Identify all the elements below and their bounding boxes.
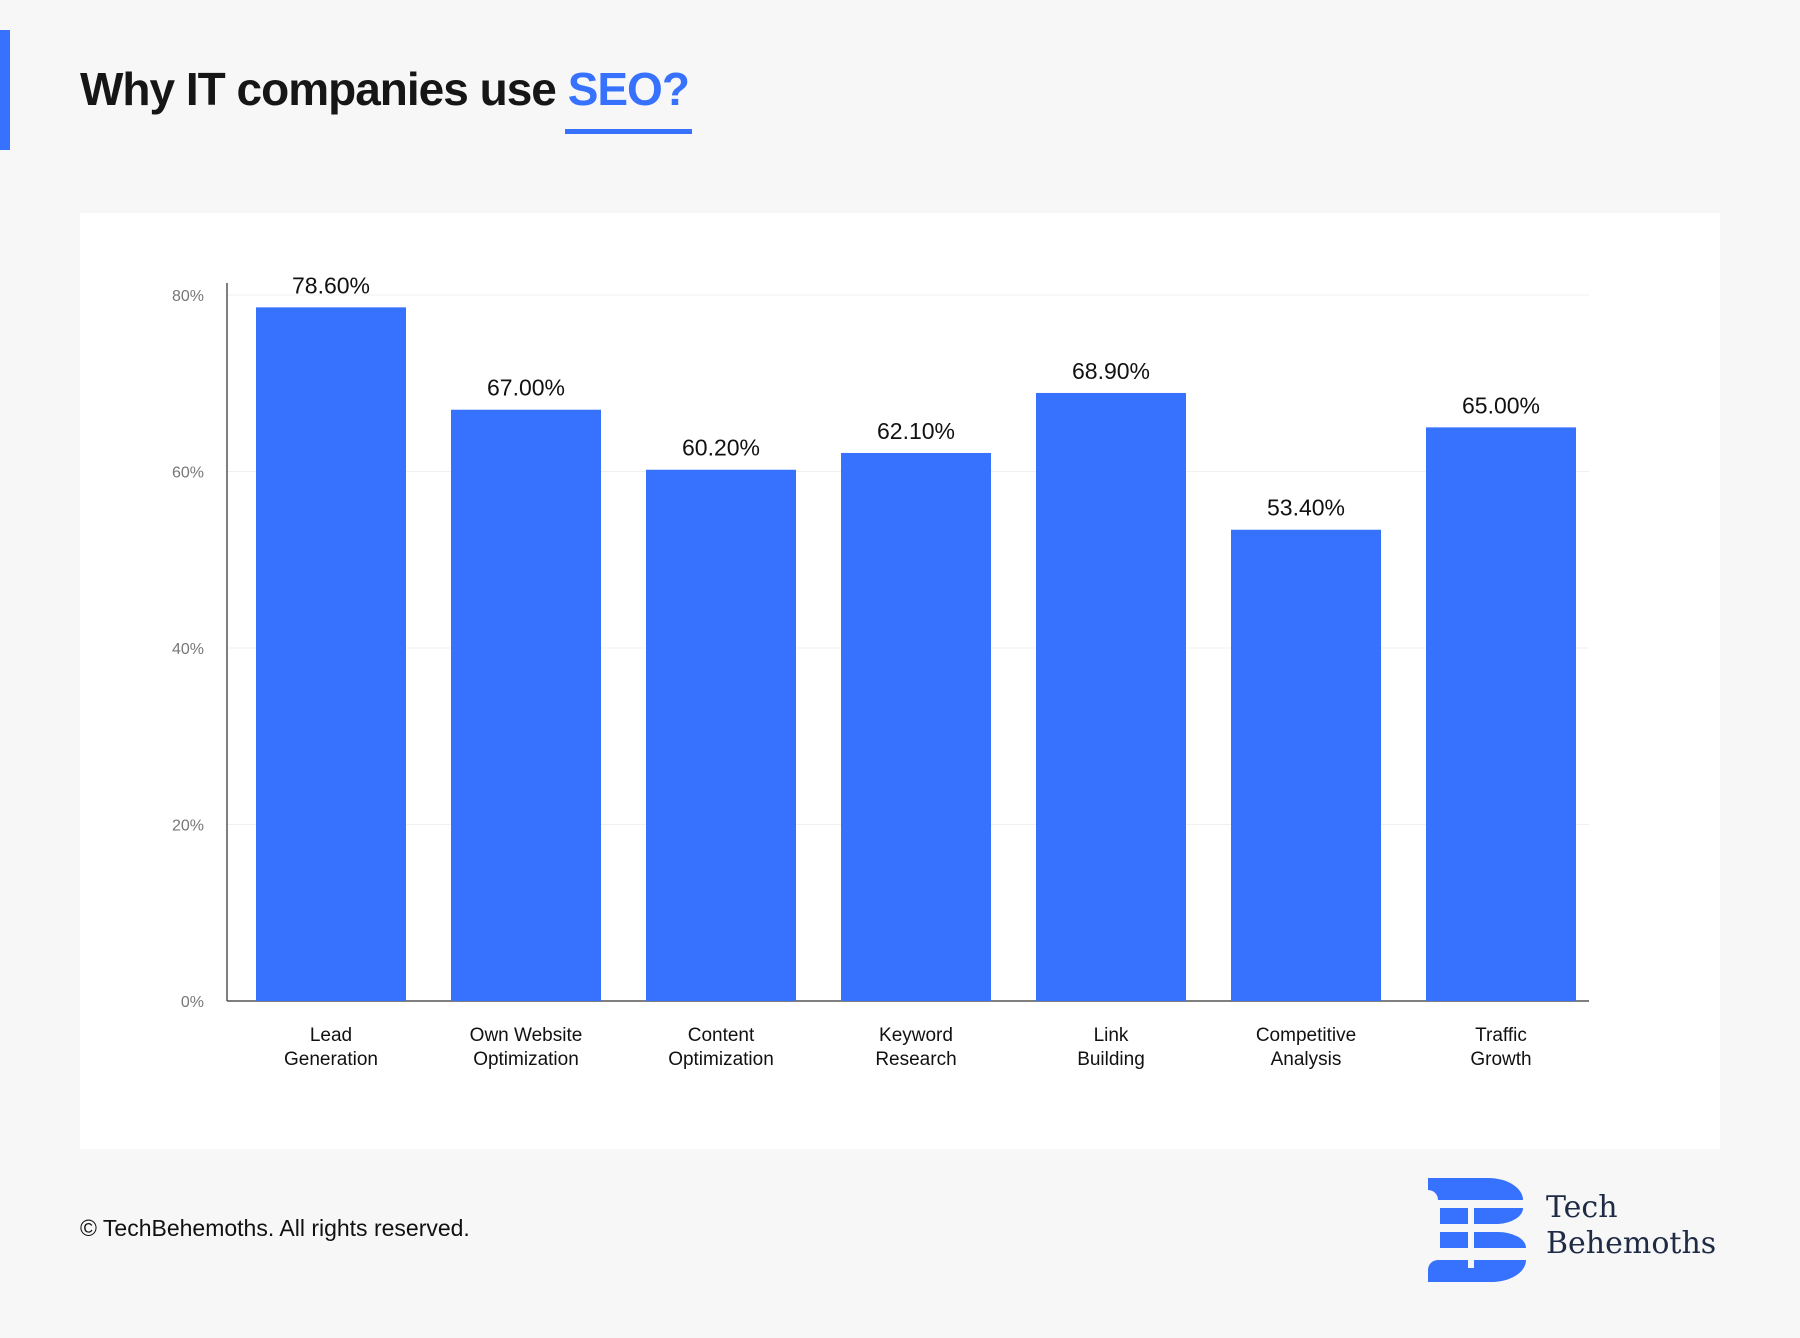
logo-text: Tech Behemoths bbox=[1546, 1190, 1716, 1262]
bar bbox=[841, 452, 991, 1001]
data-label: 62.10% bbox=[877, 418, 955, 444]
copyright: © TechBehemoths. All rights reserved. bbox=[80, 1215, 470, 1241]
y-tick-label: 0% bbox=[181, 994, 204, 1011]
x-tick-label: Optimization bbox=[668, 1049, 774, 1070]
x-tick-label: Generation bbox=[284, 1049, 378, 1070]
logo-line2: Behemoths bbox=[1546, 1226, 1717, 1261]
logo-line1: Tech bbox=[1546, 1190, 1618, 1225]
y-tick-label: 80% bbox=[172, 288, 204, 305]
title-text: Why IT companies use bbox=[80, 63, 568, 115]
y-tick-label: 20% bbox=[172, 818, 204, 835]
y-tick-label: 60% bbox=[172, 465, 204, 482]
x-tick-label: Own Website bbox=[470, 1025, 583, 1046]
data-label: 67.00% bbox=[487, 375, 565, 401]
x-tick-label: Competitive bbox=[1256, 1025, 1356, 1046]
bar bbox=[1036, 392, 1186, 1001]
x-tick-label: Research bbox=[875, 1049, 956, 1070]
bar bbox=[1231, 529, 1381, 1001]
bar bbox=[1426, 427, 1576, 1001]
bar bbox=[451, 409, 601, 1002]
bar bbox=[256, 307, 406, 1002]
data-label: 53.40% bbox=[1267, 495, 1345, 521]
x-tick-label: Optimization bbox=[473, 1049, 579, 1070]
x-tick-label: Lead bbox=[310, 1025, 352, 1046]
data-label: 68.90% bbox=[1072, 358, 1150, 384]
y-tick-label: 40% bbox=[172, 641, 204, 658]
x-tick-label: Content bbox=[688, 1025, 755, 1046]
bar bbox=[646, 469, 796, 1001]
x-tick-label: Keyword bbox=[879, 1025, 953, 1046]
page-title: Why IT companies use SEO? bbox=[80, 62, 693, 134]
x-tick-label: Growth bbox=[1470, 1049, 1531, 1070]
data-label: 78.60% bbox=[292, 272, 370, 298]
x-tick-label: Traffic bbox=[1475, 1025, 1527, 1046]
data-label: 60.20% bbox=[682, 435, 760, 461]
x-tick-label: Link bbox=[1094, 1025, 1129, 1046]
x-tick-label: Building bbox=[1077, 1049, 1145, 1070]
title-highlight: SEO? bbox=[564, 63, 693, 134]
data-label: 65.00% bbox=[1462, 392, 1540, 418]
x-tick-label: Analysis bbox=[1271, 1049, 1342, 1070]
techbehemoths-logo-icon bbox=[1428, 1178, 1527, 1282]
accent-bar bbox=[0, 30, 10, 150]
